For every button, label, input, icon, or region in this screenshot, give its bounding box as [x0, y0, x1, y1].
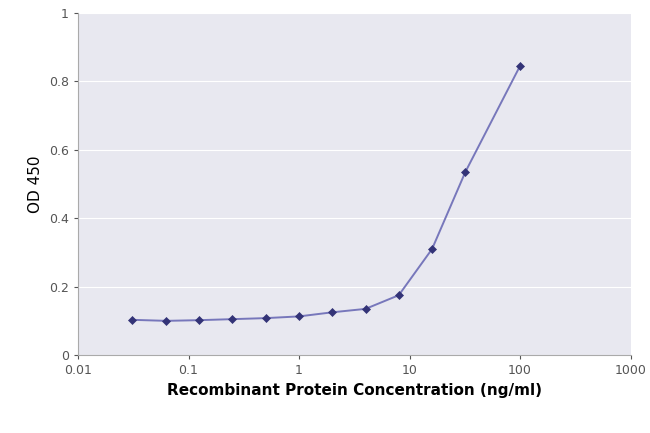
Y-axis label: OD 450: OD 450 — [29, 155, 44, 213]
X-axis label: Recombinant Protein Concentration (ng/ml): Recombinant Protein Concentration (ng/ml… — [167, 383, 541, 397]
